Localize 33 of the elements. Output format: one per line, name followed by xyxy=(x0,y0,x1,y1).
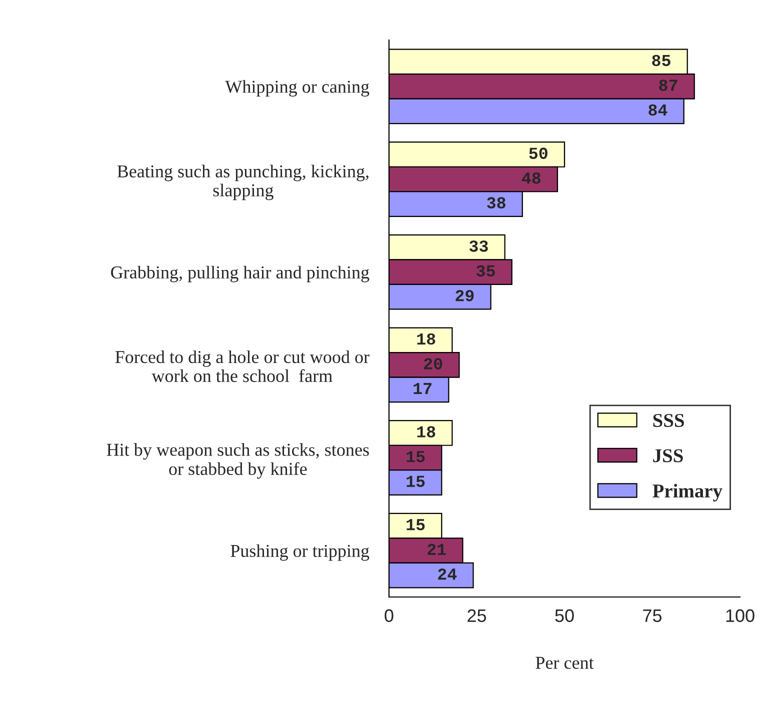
data-label: 35 xyxy=(476,265,495,277)
data-label: 15 xyxy=(406,451,425,462)
data-label: 15 xyxy=(406,519,425,530)
x-tick-label: 0 xyxy=(384,609,394,622)
legend-label: JSS xyxy=(653,449,683,462)
data-label: 20 xyxy=(424,358,442,370)
data-label: 18 xyxy=(417,426,436,438)
data-label: 87 xyxy=(659,80,678,91)
data-label: 24 xyxy=(438,568,457,580)
data-label: 84 xyxy=(648,104,668,116)
legend-label: SSS xyxy=(653,414,684,428)
data-label: 38 xyxy=(487,197,506,209)
data-label: 33 xyxy=(469,240,488,252)
x-tick-label: 50 xyxy=(555,609,574,622)
data-label: 48 xyxy=(522,172,540,184)
data-label: 17 xyxy=(414,383,432,394)
y-tick-label: Hit by weapon such as sticks, stones or stabbed by knife xyxy=(106,443,369,479)
data-label: 29 xyxy=(456,290,474,302)
legend-label: Primary xyxy=(652,484,722,502)
data-label: 18 xyxy=(417,333,436,345)
x-axis-title: Per cent xyxy=(536,656,594,669)
data-label: 15 xyxy=(406,476,425,487)
y-tick-label: Grabbing, pulling hair and pinching xyxy=(111,266,370,282)
data-label: 85 xyxy=(652,54,670,66)
data-label: 50 xyxy=(529,148,548,159)
x-tick-label: 75 xyxy=(643,609,662,622)
x-tick-label: 25 xyxy=(468,609,486,622)
x-tick-label: 100 xyxy=(726,609,754,622)
y-tick-label: Beating such as punching, kicking, slapping xyxy=(117,164,368,200)
y-tick-label: Pushing or tripping xyxy=(230,544,370,561)
y-tick-label: Whipping or caning xyxy=(225,80,370,97)
y-tick-label: Forced to dig a hole or cut wood or work on the school farm xyxy=(115,350,370,382)
data-label: 21 xyxy=(428,544,446,555)
